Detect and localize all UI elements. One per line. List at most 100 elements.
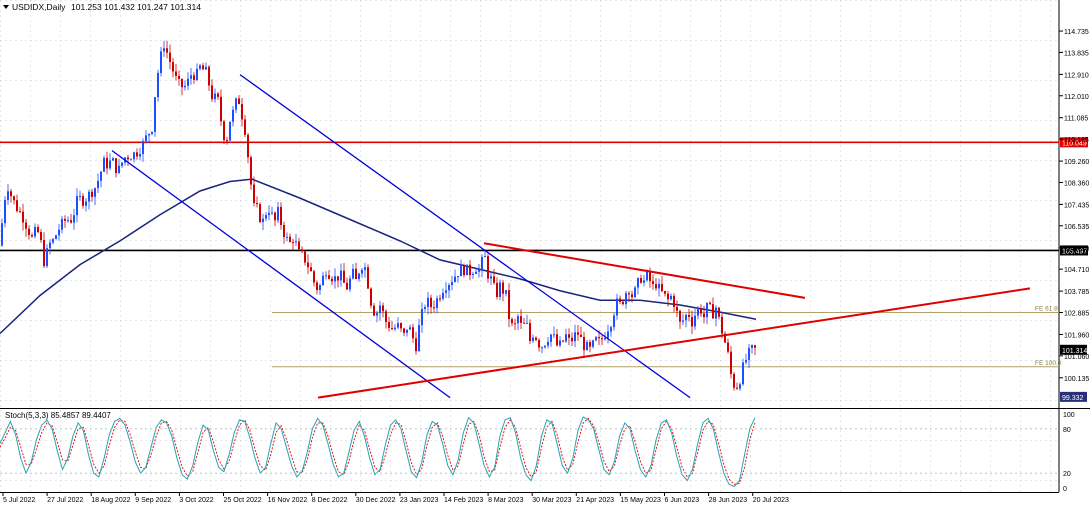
level-price-tag xyxy=(1060,137,1088,148)
stoch-k-line xyxy=(0,416,756,488)
candle-body xyxy=(181,78,183,88)
candle-body xyxy=(88,191,90,202)
candle-body xyxy=(199,65,201,69)
fibo-level-label: FE 100.0 xyxy=(1035,360,1062,367)
candle-body xyxy=(643,280,645,283)
candle-body xyxy=(514,323,516,325)
main-grid xyxy=(0,0,1059,408)
candle-body xyxy=(406,329,408,333)
candle-body xyxy=(364,267,366,270)
candle-body xyxy=(550,334,552,342)
stochastic-label: Stoch(5,3,3) 85.4857 89.4407 xyxy=(5,411,111,420)
wedge-top-line[interactable] xyxy=(483,242,806,299)
price-tag xyxy=(1060,344,1087,355)
candle-body xyxy=(655,284,657,289)
candle-body xyxy=(139,154,141,157)
price-tick-label: 107.435 xyxy=(1064,202,1089,209)
candle-body xyxy=(457,276,459,278)
candle-body xyxy=(220,96,222,122)
candle-body xyxy=(91,191,93,197)
date-tick-label: 15 May 2023 xyxy=(620,497,661,504)
candle-body xyxy=(241,104,243,120)
candle-body xyxy=(646,270,648,281)
candle-body xyxy=(115,158,117,174)
candle-body xyxy=(712,304,714,319)
candle-body xyxy=(304,251,306,263)
candle-body xyxy=(160,51,162,73)
candle-body xyxy=(391,328,393,330)
candle-body xyxy=(424,307,426,309)
chart-menu-triangle-icon[interactable] xyxy=(3,5,9,9)
candle-body xyxy=(73,215,75,223)
candle-body xyxy=(640,278,642,283)
candle-body xyxy=(265,215,267,219)
candle-body xyxy=(358,273,360,280)
candle-body xyxy=(43,240,45,267)
candle-body xyxy=(382,305,384,312)
trendlines[interactable] xyxy=(111,74,1031,399)
candle-body xyxy=(268,212,270,216)
candle-body xyxy=(538,340,540,348)
candle-body xyxy=(109,160,111,169)
candle-body xyxy=(670,295,672,300)
candle-body xyxy=(274,212,276,221)
level-price-tag-label: 110.049 xyxy=(1062,140,1087,147)
candle-body xyxy=(289,236,291,242)
date-tick-label: 18 Aug 2022 xyxy=(91,497,130,504)
candle-body xyxy=(97,180,99,189)
candle-body xyxy=(427,297,429,308)
candle-body xyxy=(40,232,42,241)
candle-body xyxy=(583,336,585,351)
candle-body xyxy=(484,256,486,258)
candle-body xyxy=(535,337,537,341)
price-tick-label: 112.910 xyxy=(1064,72,1089,79)
candle-body xyxy=(664,291,666,294)
channel-lower-line[interactable] xyxy=(111,150,451,399)
candle-body xyxy=(397,323,399,328)
date-tick-label: 14 Feb 2023 xyxy=(444,497,483,504)
date-tick-label: 23 Jan 2023 xyxy=(400,497,439,504)
candle-body xyxy=(628,293,630,295)
candle-body xyxy=(16,200,18,212)
wedge-bottom-line[interactable] xyxy=(317,287,1031,399)
channel-upper-line[interactable] xyxy=(239,74,691,399)
price-tick-label: 102.885 xyxy=(1064,310,1089,317)
candle-body xyxy=(226,140,228,142)
candle-body xyxy=(31,235,33,237)
date-tick-label: 30 Dec 2022 xyxy=(356,497,396,504)
candle-body xyxy=(448,285,450,291)
candle-body xyxy=(79,195,81,197)
candle-body xyxy=(691,316,693,327)
date-tick-label: 16 Nov 2022 xyxy=(268,497,308,504)
candle-body xyxy=(232,109,234,122)
candle-body xyxy=(55,235,57,240)
candle-body xyxy=(718,307,720,317)
candle-body xyxy=(283,225,285,238)
candle-body xyxy=(475,271,477,274)
candle-body xyxy=(736,387,738,389)
candle-body xyxy=(688,314,690,317)
candle-body xyxy=(184,85,186,88)
candle-body xyxy=(502,282,504,294)
candle-body xyxy=(244,119,246,135)
candle-body xyxy=(559,340,561,346)
stochastic-axis: 100 80 20 0 xyxy=(0,412,1075,493)
candle-body xyxy=(253,184,255,204)
candle-body xyxy=(754,345,756,348)
candle-body xyxy=(445,290,447,293)
candle-body xyxy=(211,85,213,100)
candle-body xyxy=(343,270,345,283)
candle-body xyxy=(325,275,327,277)
candle-body xyxy=(148,133,150,136)
candle-body xyxy=(280,206,282,226)
moving-average-line xyxy=(0,178,757,335)
candle-body xyxy=(637,278,639,288)
candle-body xyxy=(49,242,51,249)
candle-body xyxy=(190,75,192,79)
candle-body xyxy=(598,337,600,339)
candle-body xyxy=(100,171,102,181)
date-tick-label: 5 Jul 2022 xyxy=(3,497,35,504)
candle-body xyxy=(430,297,432,308)
candle-body xyxy=(337,276,339,281)
